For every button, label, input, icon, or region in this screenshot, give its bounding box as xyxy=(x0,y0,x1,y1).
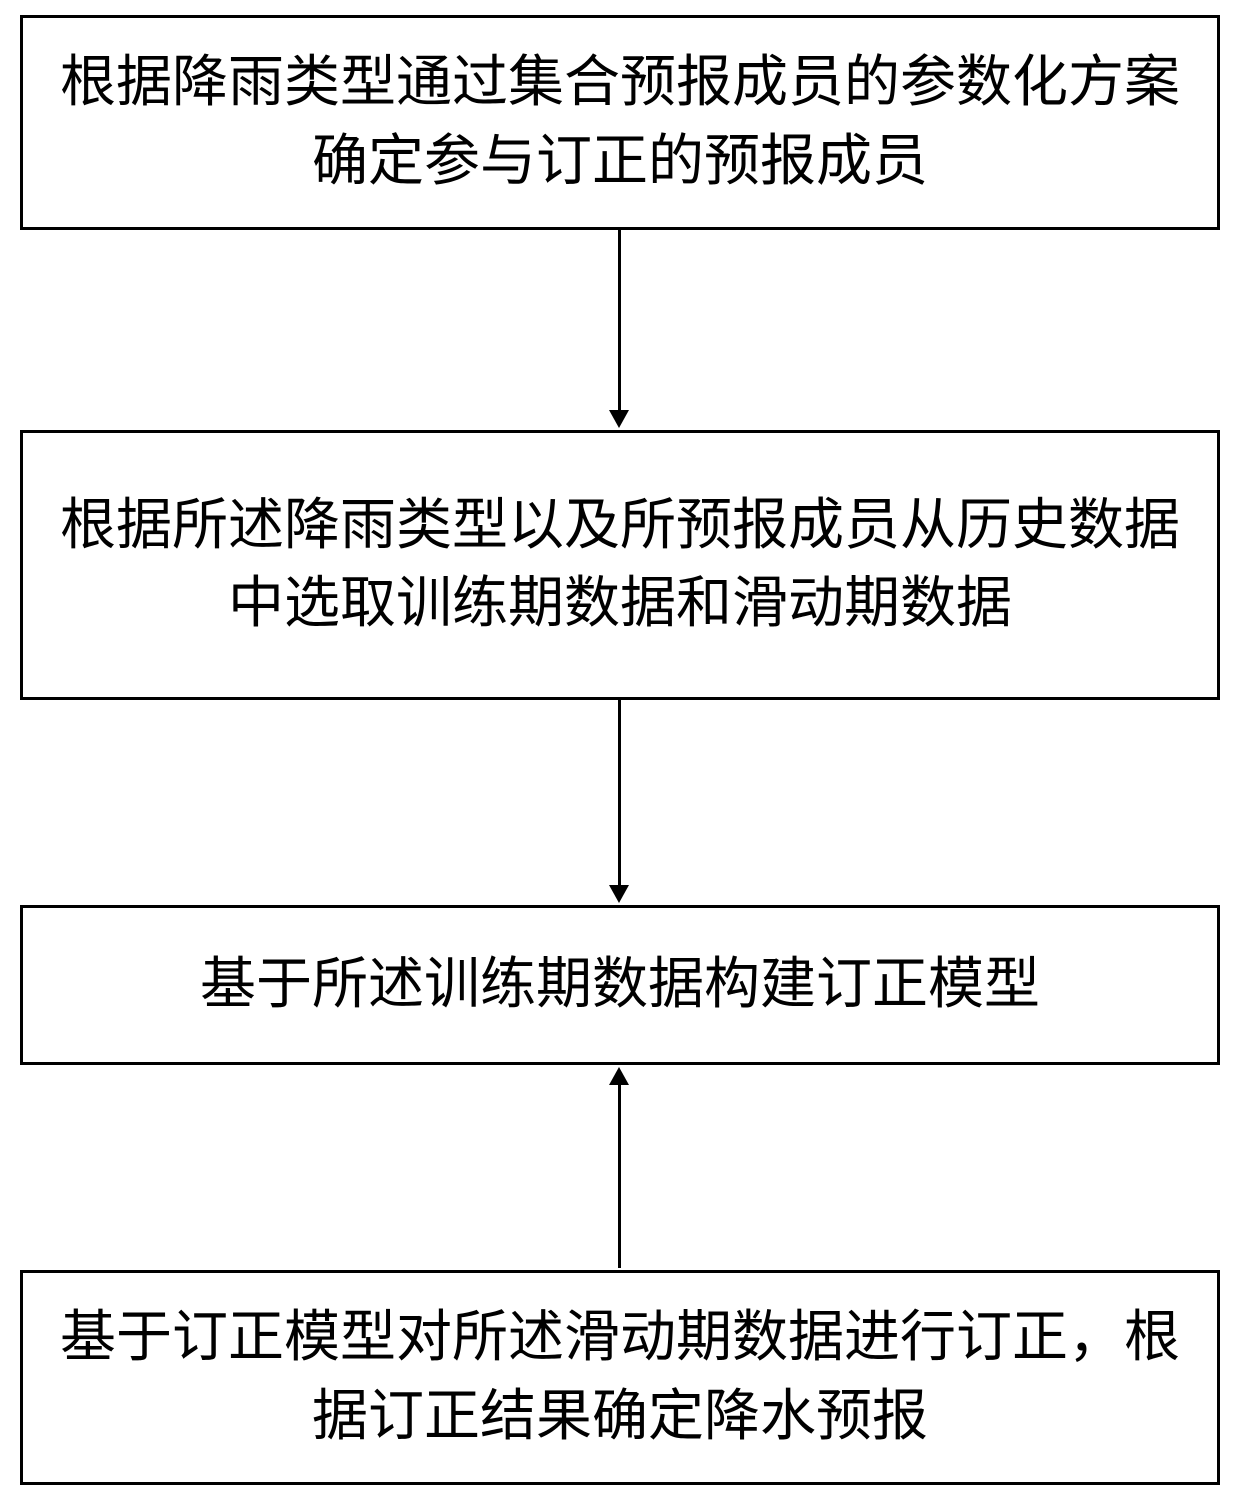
flowchart-box-4: 基于订正模型对所述滑动期数据进行订正，根据订正结果确定降水预报 xyxy=(20,1270,1220,1485)
arrow-2-line xyxy=(618,700,621,887)
box-1-text: 根据降雨类型通过集合预报成员的参数化方案确定参与订正的预报成员 xyxy=(53,44,1187,201)
arrow-1-line xyxy=(618,230,621,412)
arrow-3-head xyxy=(609,1067,629,1085)
box-2-text: 根据所述降雨类型以及所预报成员从历史数据中选取训练期数据和滑动期数据 xyxy=(53,487,1187,644)
arrow-2-head xyxy=(609,885,629,903)
flowchart-container: 根据降雨类型通过集合预报成员的参数化方案确定参与订正的预报成员 根据所述降雨类型… xyxy=(0,0,1240,1503)
arrow-1-head xyxy=(609,410,629,428)
box-3-text: 基于所述训练期数据构建订正模型 xyxy=(200,946,1040,1024)
flowchart-box-3: 基于所述训练期数据构建订正模型 xyxy=(20,905,1220,1065)
flowchart-box-1: 根据降雨类型通过集合预报成员的参数化方案确定参与订正的预报成员 xyxy=(20,15,1220,230)
arrow-3-line xyxy=(618,1085,621,1268)
box-4-text: 基于订正模型对所述滑动期数据进行订正，根据订正结果确定降水预报 xyxy=(53,1299,1187,1456)
flowchart-box-2: 根据所述降雨类型以及所预报成员从历史数据中选取训练期数据和滑动期数据 xyxy=(20,430,1220,700)
